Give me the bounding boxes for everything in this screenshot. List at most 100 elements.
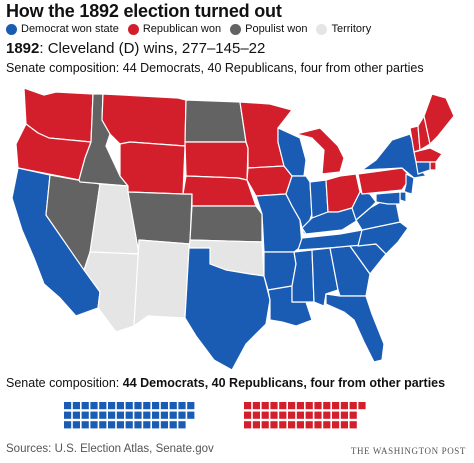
democrat-seat xyxy=(99,411,107,419)
republican-seat xyxy=(261,402,269,410)
republican-seat xyxy=(244,421,252,429)
democrat-seat xyxy=(81,411,89,419)
state-massachusetts xyxy=(413,147,443,163)
democrat-seat xyxy=(99,421,107,429)
republican-seat xyxy=(314,411,322,419)
democrat-seat xyxy=(64,402,72,410)
territory-swatch-icon xyxy=(316,23,328,35)
state-maine xyxy=(423,93,455,145)
legend-item-democrat: Democrat won state xyxy=(6,23,119,35)
election-result-text: : Cleveland (D) wins, 277–145–22 xyxy=(39,40,266,57)
democrat-seat xyxy=(116,402,124,410)
republican-seat xyxy=(244,402,252,410)
democrat-seat xyxy=(152,421,160,429)
republican-seat xyxy=(270,411,278,419)
election-year: 1892 xyxy=(6,40,40,57)
democrat-seat xyxy=(125,421,133,429)
page-title: How the 1892 election turned out xyxy=(6,1,282,21)
democrat-seat xyxy=(152,411,160,419)
populist-swatch-icon xyxy=(230,23,242,35)
republican-seat xyxy=(261,411,269,419)
democrat-seat xyxy=(187,411,195,419)
republican-seat xyxy=(323,402,331,410)
republican-seat xyxy=(244,411,252,419)
state-connecticut xyxy=(415,161,431,175)
republican-seat xyxy=(340,411,348,419)
legend-item-republican: Republican won xyxy=(127,23,222,35)
republican-seat xyxy=(279,402,287,410)
state-maryland xyxy=(375,191,401,205)
democrat-seat xyxy=(72,402,80,410)
democrat-seat xyxy=(81,421,89,429)
state-new-jersey xyxy=(403,173,415,195)
republican-seat xyxy=(296,402,304,410)
republican-seat xyxy=(296,411,304,419)
republican-seat xyxy=(349,411,357,419)
state-florida xyxy=(325,293,385,363)
state-north-carolina xyxy=(357,221,409,255)
republican-seat xyxy=(323,421,331,429)
state-texas xyxy=(184,247,271,371)
republican-seat xyxy=(288,421,296,429)
republican-seat xyxy=(270,421,278,429)
republican-seat xyxy=(252,421,260,429)
republican-seat xyxy=(349,402,357,410)
state-montana xyxy=(101,93,187,147)
state-shapes xyxy=(11,87,455,371)
legend-label: Populist won xyxy=(245,23,308,35)
republican-seat xyxy=(323,411,331,419)
republican-seat xyxy=(349,421,357,429)
state-arkansas xyxy=(263,251,297,291)
senate-breakdown: 44 Democrats, 40 Republicans, four from … xyxy=(122,376,446,390)
democrat-seat xyxy=(108,421,116,429)
republican-seat xyxy=(305,402,313,410)
republican-seat xyxy=(332,411,340,419)
republican-seat xyxy=(261,421,269,429)
democrat-seat xyxy=(90,411,98,419)
democrat-seat xyxy=(108,411,116,419)
source-note: Sources: U.S. Election Atlas, Senate.gov xyxy=(6,443,214,455)
republican-seat xyxy=(305,421,313,429)
democrat-seat xyxy=(169,421,177,429)
democrat-seat xyxy=(134,411,142,419)
legend-label: Territory xyxy=(331,23,372,35)
democrat-seat xyxy=(169,411,177,419)
state-michigan xyxy=(295,127,345,175)
legend-label: Democrat won state xyxy=(21,23,119,35)
senate-composition-bottom: Senate composition: 44 Democrats, 40 Rep… xyxy=(6,376,445,390)
democrat-seat xyxy=(178,402,186,410)
republican-seat xyxy=(252,402,260,410)
state-south-dakota xyxy=(184,141,249,181)
democrat-swatch-icon xyxy=(6,23,17,35)
democrat-seat xyxy=(125,402,133,410)
senate-label: Senate composition: xyxy=(6,376,123,390)
democrat-seat xyxy=(99,402,107,410)
republican-seat xyxy=(279,421,287,429)
democrat-seat xyxy=(134,402,142,410)
democrat-seat xyxy=(178,411,186,419)
democrat-seat xyxy=(143,402,151,410)
democrat-seat xyxy=(108,402,116,410)
legend: Democrat won state Republican won Populi… xyxy=(6,23,371,35)
territory-new-mexico xyxy=(133,239,191,327)
credit-line: THE WASHINGTON POST xyxy=(350,446,466,456)
legend-label: Republican won xyxy=(142,23,222,35)
state-iowa xyxy=(246,165,293,197)
state-kansas xyxy=(189,205,263,243)
state-north-dakota xyxy=(184,99,247,143)
democrat-seat xyxy=(116,421,124,429)
democrat-seat xyxy=(187,402,195,410)
democrat-seat xyxy=(116,411,124,419)
democrat-seat xyxy=(143,421,151,429)
state-nebraska xyxy=(182,175,257,207)
state-delaware xyxy=(399,191,407,203)
senate-seats xyxy=(64,402,366,429)
republican-swatch-icon xyxy=(127,23,139,35)
state-wyoming xyxy=(119,141,186,195)
senate-composition-top: Senate composition: 44 Democrats, 40 Rep… xyxy=(6,61,424,75)
republican-seat xyxy=(332,402,340,410)
democrat-seat xyxy=(160,421,168,429)
republican-seat xyxy=(314,402,322,410)
democrat-seat xyxy=(90,402,98,410)
election-result-headline: 1892: Cleveland (D) wins, 277–145–22 xyxy=(6,40,265,57)
